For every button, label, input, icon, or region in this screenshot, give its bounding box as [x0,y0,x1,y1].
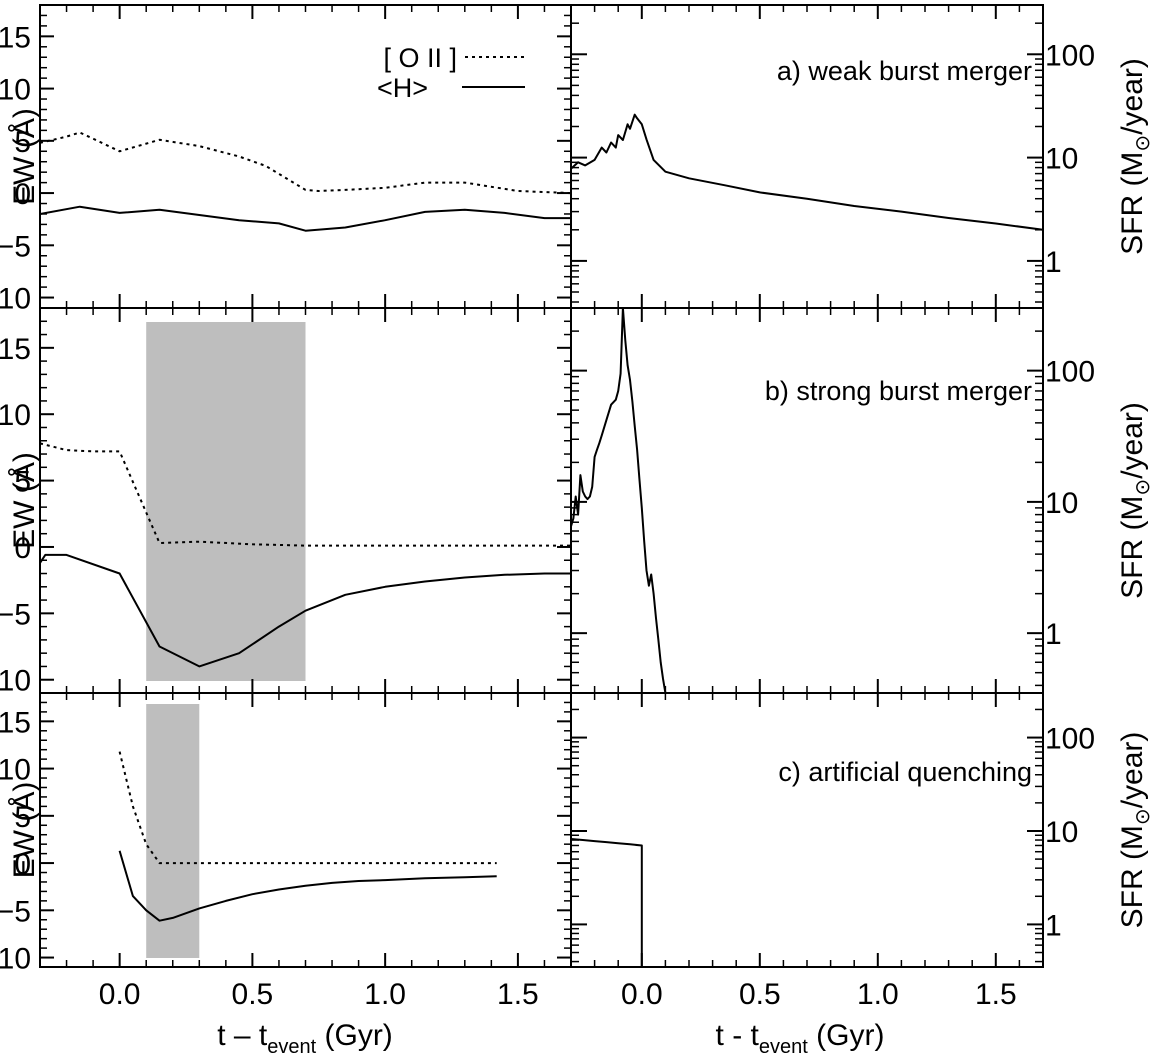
ew-axis-label: EW (Å) [8,108,41,205]
shaded-interval [146,322,306,681]
panel-label: c) artificial quenching [778,757,1032,787]
ew-tick-label: 0 [14,532,31,565]
ew-tick-label: 10 [0,74,31,107]
x-label-unit: (Gyr) [808,1019,885,1052]
x-tick-label: 0.5 [739,978,781,1011]
ew-tick-label: 15 [0,706,31,739]
sfr-label-tail: /year) [1116,402,1149,479]
panel-label: b) strong burst merger [765,376,1032,406]
sfr-line [571,838,643,967]
ew-tick-label: 15 [0,333,31,366]
sun-symbol: ⊙ [1132,479,1154,496]
x-tick-label: 0.5 [232,978,274,1011]
sfr-axis-label: SFR (M⊙/year) [1116,58,1154,255]
sfr-label-tail: /year) [1116,58,1149,135]
sfr-label-head: SFR (M [1116,152,1149,255]
ew-tick-label: 5 [14,466,31,499]
x-tick-label: 1.0 [364,978,406,1011]
sfr-line [571,113,1043,231]
sfr-label-head: SFR (M [1116,825,1149,928]
x-label-subscript: event [267,1036,316,1057]
legend-oii-label: [ O II ] [383,43,457,73]
sfr-tick-label: 10 [1045,816,1078,849]
ew-tick-label: 0 [14,178,31,211]
sfr-label-head: SFR (M [1116,496,1149,599]
ew-tick-label: −10 [0,943,31,976]
x-tick-label: 1.5 [975,978,1017,1011]
x-label-unit: (Gyr) [316,1019,393,1052]
row-3-sfr-panel [571,838,643,967]
sun-symbol: ⊙ [1132,135,1154,152]
oii-line [118,751,497,865]
x-tick-label: 1.5 [497,978,539,1011]
right-x-axis-title: t - tevent (Gyr) [716,1019,885,1057]
oii-line [40,131,571,195]
x-tick-label: 1.0 [857,978,899,1011]
ew-tick-label: 10 [0,399,31,432]
sfr-axis-label: SFR (M⊙/year) [1116,732,1154,929]
x-label-subscript: event [759,1036,808,1057]
ew-tick-label: −10 [0,665,31,698]
ew-axis-label: EW (Å) [8,452,41,549]
x-label-head: t - t [716,1019,760,1052]
h-line [118,850,497,922]
row-1-sfr-panel [571,113,1043,231]
ew-tick-label: −5 [0,230,31,263]
x-tick-label: 0.0 [621,978,663,1011]
ew-tick-label: −5 [0,598,31,631]
legend: [ O II ]<H> [377,43,525,103]
sfr-tick-label: 10 [1045,487,1078,520]
sfr-tick-label: 100 [1045,723,1095,756]
legend-h-label: <H> [377,73,428,103]
ew-tick-label: 5 [14,801,31,834]
sfr-tick-label: 100 [1045,39,1095,72]
ew-tick-label: 0 [14,848,31,881]
sfr-tick-label: 1 [1045,909,1062,942]
outer-frame [39,4,1044,968]
sun-symbol: ⊙ [1132,808,1154,825]
ew-tick-label: −5 [0,895,31,928]
x-tick-label: 0.0 [99,978,141,1011]
sfr-label-tail: /year) [1116,732,1149,809]
ew-axis-label: EW (Å) [8,782,41,879]
h-line [40,205,571,232]
ew-tick-label: 10 [0,754,31,787]
x-label-head: t – t [217,1019,268,1052]
row-3-ew-panel [118,704,497,958]
sfr-axis-label: SFR (M⊙/year) [1116,402,1154,599]
sfr-tick-label: 1 [1045,618,1062,651]
row-2-sfr-panel [571,308,667,693]
sfr-tick-label: 100 [1045,356,1095,389]
ew-tick-label: 5 [14,126,31,159]
ew-tick-label: 15 [0,21,31,54]
h-line [40,553,571,668]
row-2-ew-panel [40,322,571,681]
sfr-tick-label: 10 [1045,143,1078,176]
sfr-tick-label: 1 [1045,246,1062,279]
left-x-axis-title: t – tevent (Gyr) [217,1019,393,1057]
ew-tick-label: −10 [0,283,31,316]
row-1-ew-panel [40,131,571,232]
shaded-interval [146,704,200,958]
panel-label: a) weak burst merger [777,56,1032,86]
sfr-line [571,308,667,693]
